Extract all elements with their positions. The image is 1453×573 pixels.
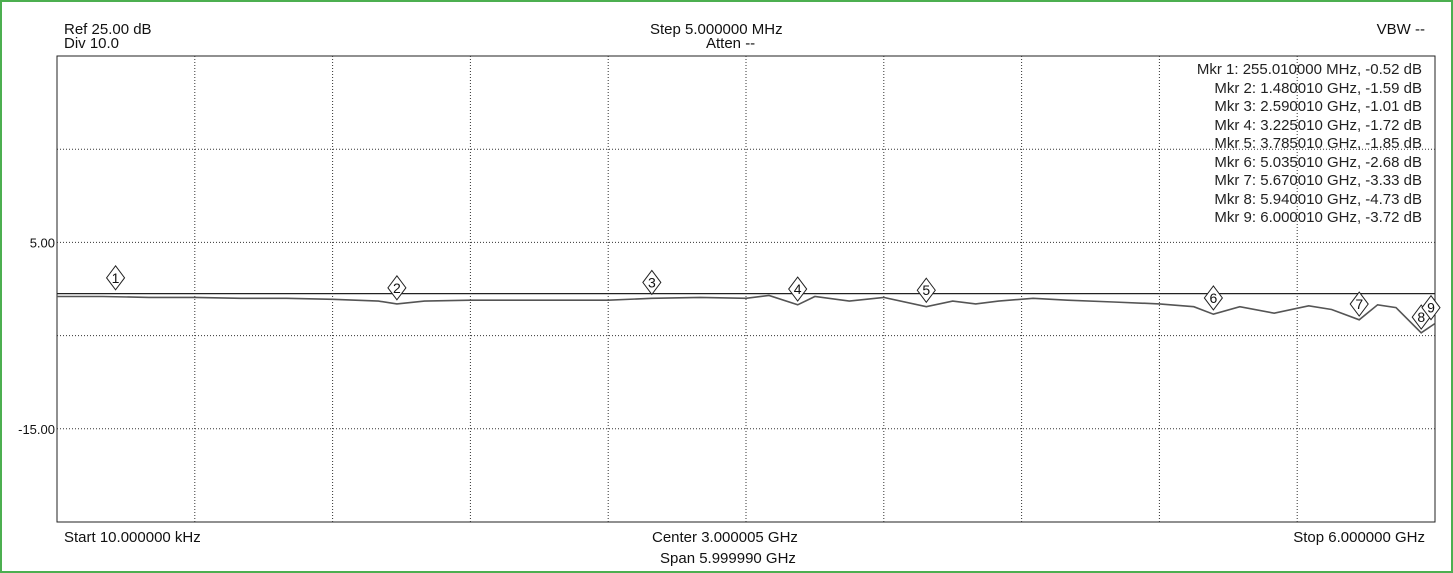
marker-readout-6: Mkr 6: 5.035010 GHz, -2.68 dB xyxy=(1214,153,1422,171)
marker-7-diamond xyxy=(1349,291,1369,317)
marker-4-label: 4 xyxy=(794,281,802,297)
marker-2-label: 2 xyxy=(393,280,401,296)
stop-freq-label: Stop 6.000000 GHz xyxy=(1293,529,1425,546)
marker-3-diamond xyxy=(642,269,662,296)
y-tick-label: -15.00 xyxy=(18,422,55,437)
marker-readout-2: Mkr 2: 1.480010 GHz, -1.59 dB xyxy=(1214,79,1422,97)
marker-3-label: 3 xyxy=(648,274,656,290)
start-freq-label: Start 10.000000 kHz xyxy=(64,529,201,546)
marker-readout-3: Mkr 3: 2.590010 GHz, -1.01 dB xyxy=(1214,98,1422,115)
marker-readout-4: Mkr 4: 3.225010 GHz, -1.72 dB xyxy=(1214,116,1422,134)
marker-1-label: 1 xyxy=(112,270,120,286)
marker-6-label: 6 xyxy=(1209,290,1217,306)
center-freq-label: Center 3.000005 GHz xyxy=(652,529,798,546)
marker-5-label: 5 xyxy=(922,282,930,298)
marker-readout-1: Mkr 1: 255.010000 MHz, -0.52 dB xyxy=(1196,61,1422,78)
marker-9-diamond xyxy=(1421,294,1441,321)
marker-readout-list: Mkr 1: 255.010000 MHz, -0.52 dB Mkr 2: 1.… xyxy=(1197,61,1422,228)
marker-4-diamond xyxy=(788,276,808,302)
marker-6-diamond xyxy=(1203,285,1223,311)
marker-8-label: 8 xyxy=(1417,309,1425,325)
trace-line xyxy=(57,294,1436,334)
marker-readout-8: Mkr 8: 5.940010 GHz, -4.73 dB xyxy=(1214,190,1422,208)
atten-label: Atten -- xyxy=(706,35,756,52)
ref-level-label: Ref 25.00 dB xyxy=(64,21,152,38)
marker-1-diamond xyxy=(105,265,126,291)
marker-5-diamond xyxy=(916,277,936,304)
marker-readout-7: Mkr 7: 5.670010 GHz, -3.33 dB xyxy=(1214,172,1422,189)
y-tick-label: 5.00 xyxy=(30,235,55,250)
marker-9-label: 9 xyxy=(1427,300,1435,316)
marker-2-diamond xyxy=(387,274,407,301)
marker-readout-9: Mkr 9: 6.000010 GHz, -3.72 dB xyxy=(1214,209,1422,226)
div-label: Div 10.0 xyxy=(64,35,120,52)
marker-readout-5: Mkr 5: 3.785010 GHz, -1.85 dB xyxy=(1214,135,1422,152)
span-label: Span 5.999990 GHz xyxy=(660,550,796,567)
vbw-label: VBW -- xyxy=(1376,21,1425,38)
step-label: Step 5.000000 MHz xyxy=(650,21,783,38)
marker-7-label: 7 xyxy=(1355,296,1363,312)
